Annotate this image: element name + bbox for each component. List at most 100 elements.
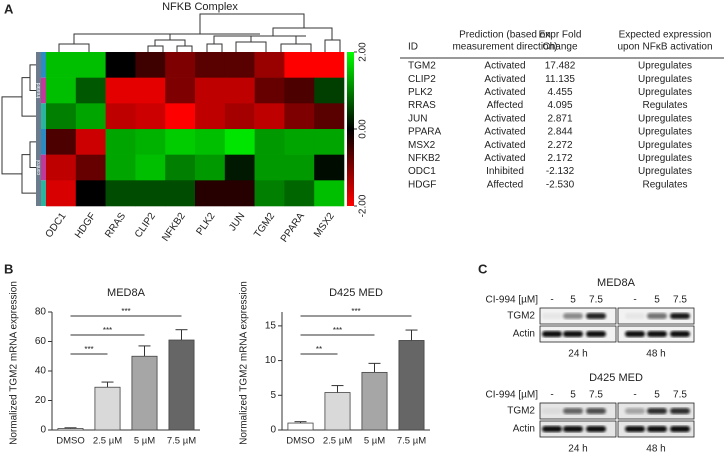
x-tick-label: DMSO [286,436,315,447]
timepoint-label: 48 h [646,444,665,455]
y-tick-label: 80 [35,307,47,318]
table-cell: Upregulates [638,74,692,85]
significance-label: *** [103,326,112,335]
x-tick-label: 5 µM [364,436,385,447]
heatmap-title: NFKB Complex [162,1,238,13]
blot-band [586,408,606,414]
table-header: Prediction (based on [459,30,551,41]
bar [168,339,195,431]
x-tick-label: 2.5 µM [93,436,122,447]
heatmap-cell [195,77,226,104]
heatmap-cell [46,77,77,104]
heatmap-cell [314,129,345,155]
table-cell: Affected [487,179,524,190]
heatmap-cell [135,180,166,207]
table-cell: MSX2 [408,140,436,151]
blot-band [625,331,645,337]
heatmap-cell [314,52,345,78]
column-label: TGM2 [252,211,277,240]
table-cell: Activated [484,113,525,124]
lane-label: - [550,390,553,401]
heatmap-cell [165,52,196,78]
blot-band [670,408,690,414]
heatmap-cell [314,77,345,104]
table-cell: Activated [484,61,525,72]
column-label: RRAS [103,211,128,240]
heatmap-cell [135,129,166,155]
blot-band [670,313,690,319]
color-tick-label: 0.00 [358,119,369,139]
sample-strip [41,77,46,104]
heatmap-cell [75,77,106,104]
panel-label: C [478,261,488,276]
heatmap-cell [254,52,285,78]
x-tick-label: 5 µM [134,436,155,447]
sample-strip [41,103,46,129]
table-cell: 11.135 [545,74,575,85]
table-cell: 17.482 [545,61,576,72]
y-tick-label: 60 [35,336,47,347]
heatmap-cell [165,154,196,181]
y-tick-label: 0 [40,425,46,436]
heatmap-cell [135,103,166,130]
heatmap-cell [165,77,196,104]
heatmap-cell [254,129,285,155]
table-cell: Upregulates [638,166,692,177]
lane-label: 7.5 [673,390,687,401]
chart-title: MED8A [107,287,146,299]
lane-label: 5 [654,295,660,306]
table-cell: 4.455 [547,87,572,98]
table-cell: 2.844 [547,127,572,138]
table-cell: -2.132 [546,166,575,177]
heatmap-cell [314,154,345,181]
y-axis-label: Normalized TGM2 mRNA expression [239,281,250,445]
sample-strip [41,129,46,155]
treatment-label: CI-994 [µM] [486,390,539,401]
bar [57,428,84,431]
blot-band [563,313,583,319]
bar [324,392,351,431]
lane-label: 5 [570,295,576,306]
table-cell: JUN [408,113,427,124]
heatmap-cell [195,103,226,130]
lane-label: 5 [654,390,660,401]
table-cell: Activated [484,140,525,151]
y-tick-label: 10 [265,355,277,366]
panel-label: B [4,261,13,276]
heatmap-cell [165,180,196,207]
group-label: control [36,160,42,175]
heatmap-cell [284,77,315,104]
table-cell: PLK2 [408,87,433,98]
blot-band [625,408,645,414]
table-cell: CLIP2 [408,74,436,85]
table-cell: Activated [484,127,525,138]
table-cell: RRAS [408,100,436,111]
heatmap-cell [46,154,77,181]
lane-label: - [550,295,553,306]
significance-label: ** [316,345,322,354]
bar [94,386,121,431]
y-tick-label: 5 [270,390,276,401]
table-cell: Upregulates [638,140,692,151]
table-cell: ODC1 [408,166,436,177]
blot-band [647,408,667,414]
table-cell: HDGF [408,179,436,190]
group-label: treated [36,83,42,99]
heatmap-cell [46,129,77,155]
heatmap-cell [165,103,196,130]
y-tick-label: 20 [35,395,47,406]
table-cell: TGM2 [408,61,436,72]
blot-band [670,331,690,337]
table-header: measurement direction) [452,42,557,53]
table-cell: Inhibited [486,166,524,177]
column-label: MSX2 [312,211,337,240]
x-tick-label: 7.5 µM [167,436,196,447]
heatmap-cell [75,52,106,78]
significance-label: *** [351,307,360,316]
group-strip [36,129,41,206]
table-cell: Activated [484,74,525,85]
heatmap-cell [314,103,345,130]
timepoint-label: 48 h [646,349,665,360]
blot-band [625,426,645,432]
x-tick-label: 2.5 µM [323,436,352,447]
